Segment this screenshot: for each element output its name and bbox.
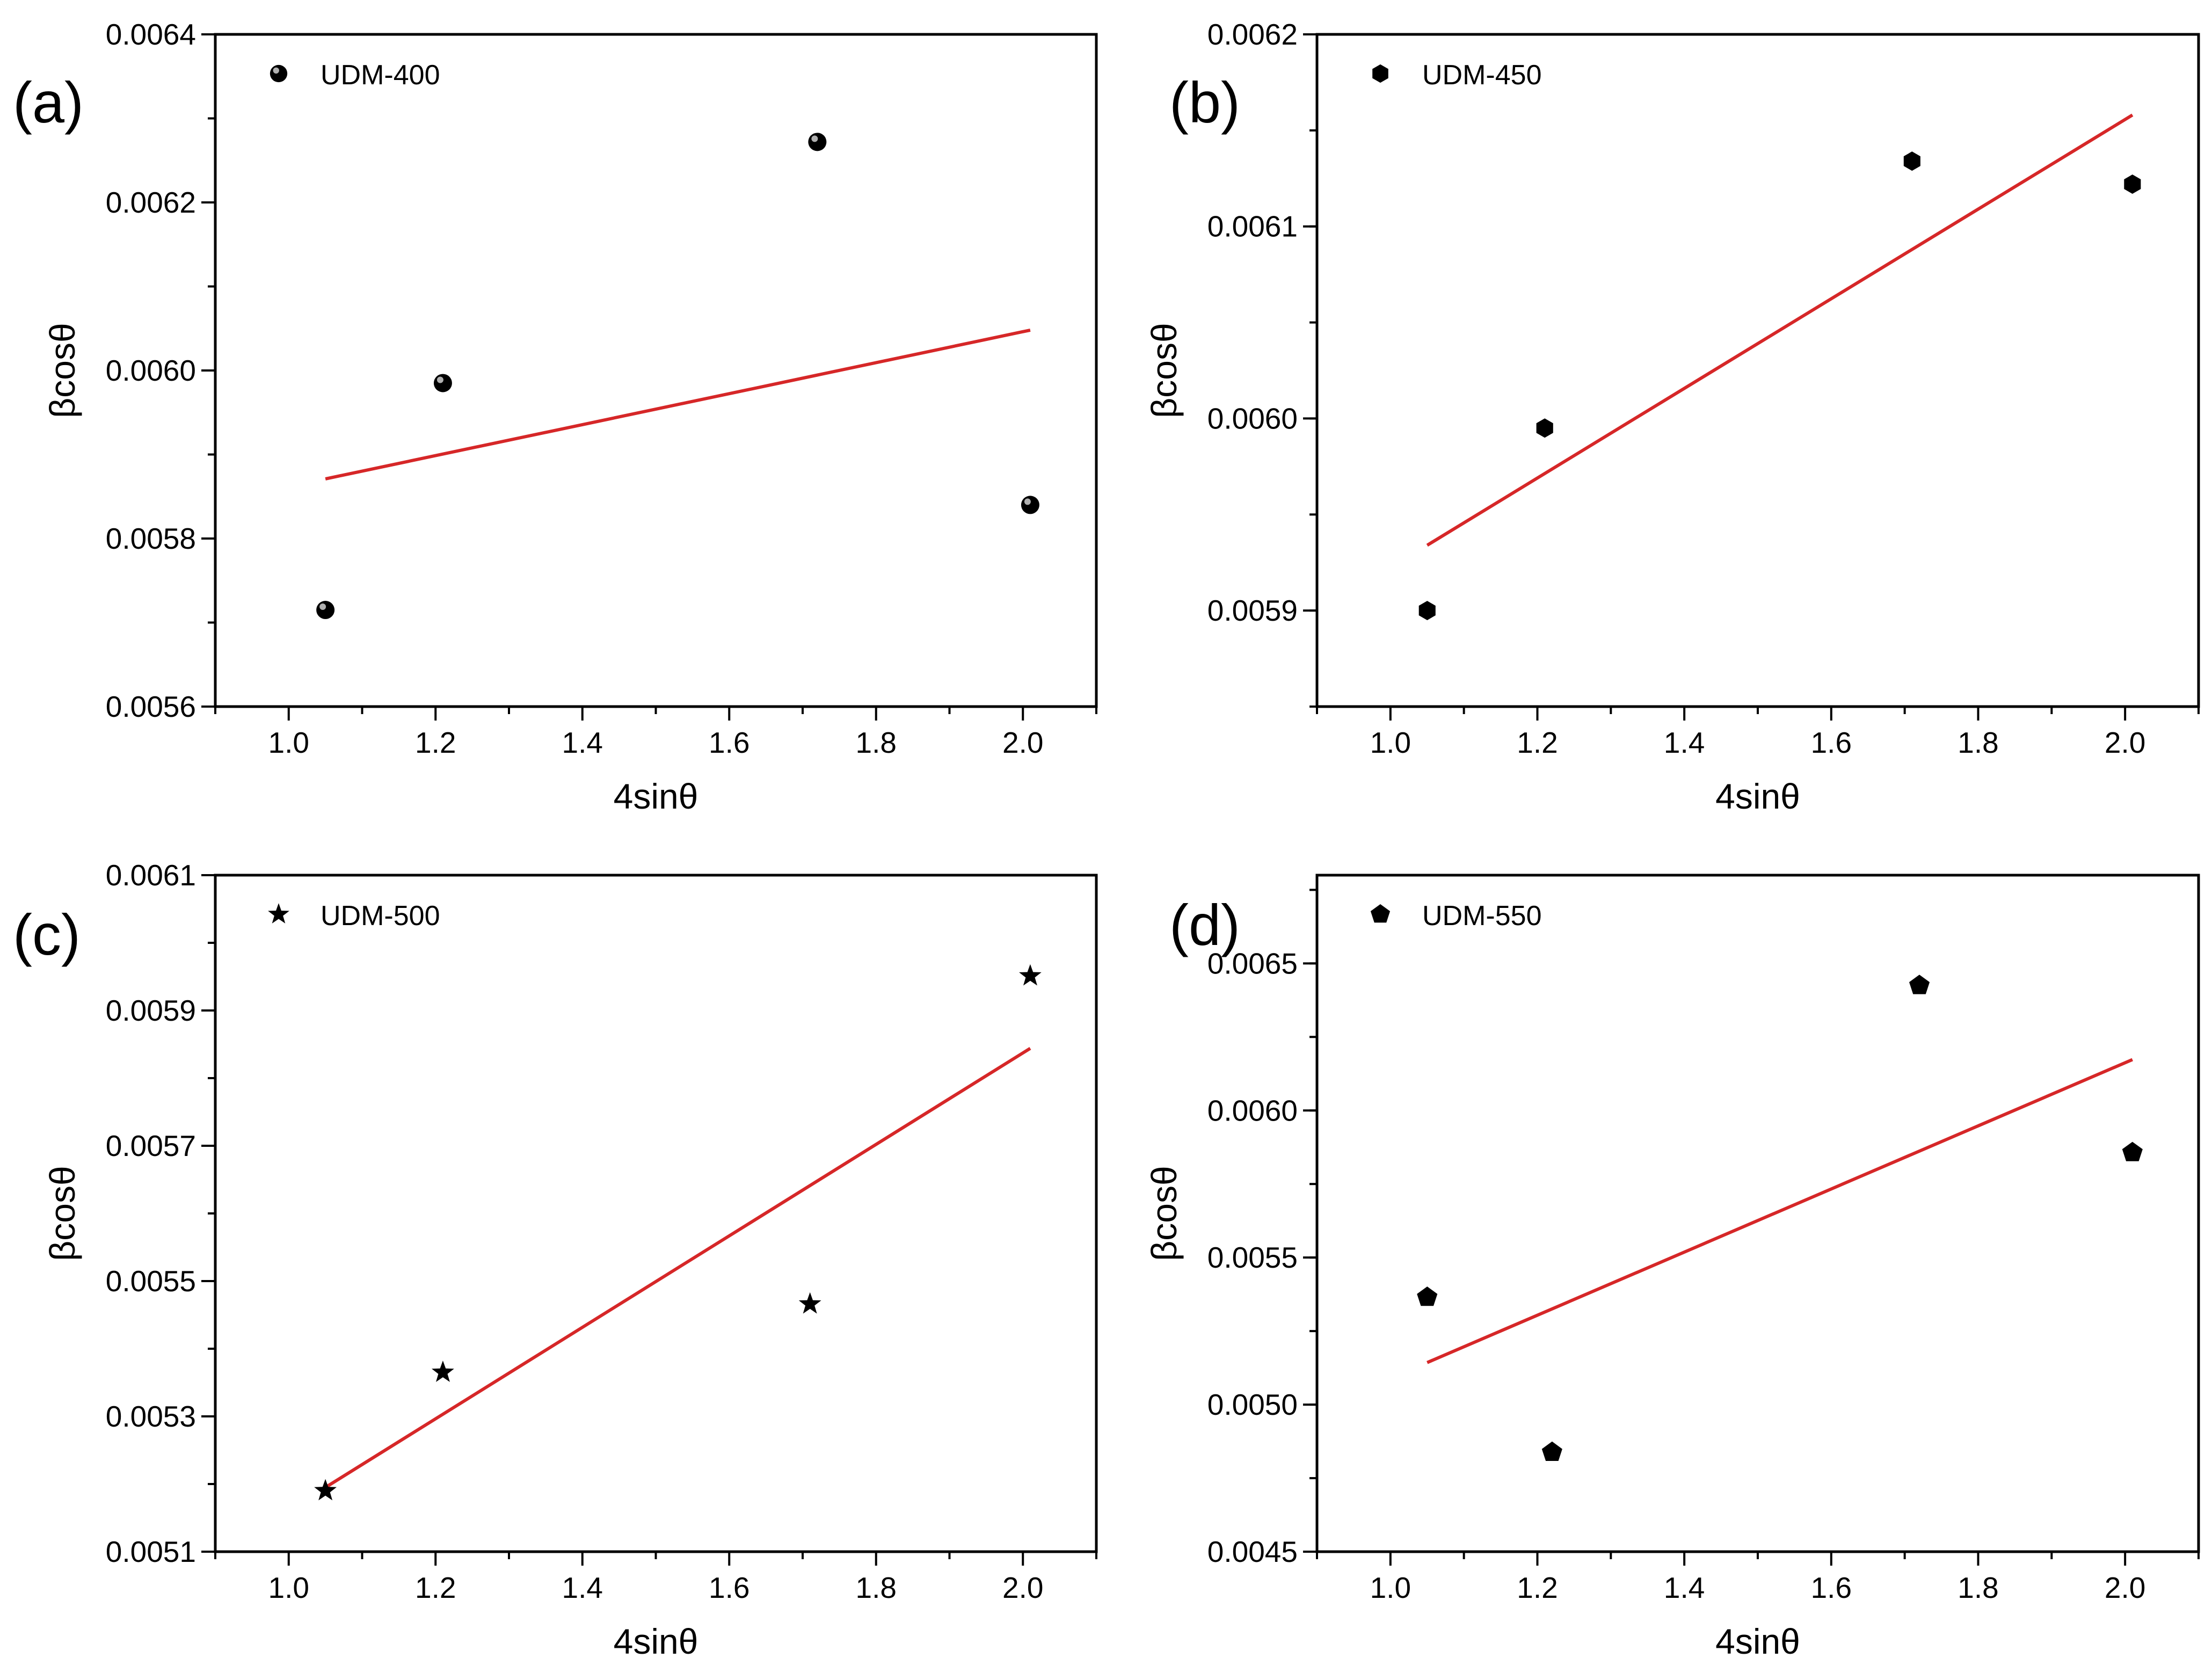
y-tick-label: 0.0055 <box>1207 1241 1298 1274</box>
data-point <box>1019 964 1042 986</box>
y-tick-label: 0.0045 <box>1207 1535 1298 1568</box>
data-point-highlight <box>1024 498 1031 505</box>
x-axis-label: 4sinθ <box>1715 1621 1800 1661</box>
panel-label: (d) <box>1169 892 1240 957</box>
y-tick-label: 0.0055 <box>106 1264 196 1298</box>
x-tick-label: 1.8 <box>856 1571 897 1604</box>
data-point <box>1909 974 1930 994</box>
x-axis-label: 4sinθ <box>614 1621 698 1661</box>
data-point-highlight <box>811 135 818 142</box>
y-tick-label: 0.0061 <box>106 859 196 892</box>
panel-d: (d) 1.0 1.2 1.4 1.6 1.8 2.0 0.0045 0.0050 0.0055 0… <box>1144 874 2200 1661</box>
x-tick-label: 1.2 <box>415 1571 456 1604</box>
legend-marker <box>1370 904 1391 923</box>
y-tick-label: 0.0056 <box>106 690 196 723</box>
y-tick-label: 0.0053 <box>106 1400 196 1433</box>
x-tick-label: 1.6 <box>709 726 749 759</box>
y-tick-label: 0.0062 <box>106 186 196 219</box>
legend-label: UDM-400 <box>321 60 440 91</box>
y-tick-label: 0.0062 <box>1207 18 1298 51</box>
linear-fit-line <box>1427 1058 2134 1364</box>
x-tick-label: 2.0 <box>1002 726 1043 759</box>
y-tick-label: 0.0065 <box>1207 947 1298 980</box>
x-axis-label: 4sinθ <box>1715 776 1800 816</box>
x-tick-label: 1.2 <box>1517 1571 1558 1604</box>
x-tick-label: 2.0 <box>1002 1571 1043 1604</box>
x-tick-label: 1.2 <box>1517 726 1558 759</box>
data-point <box>1903 151 1920 171</box>
y-tick-label: 0.0051 <box>106 1535 196 1568</box>
linear-fit-line <box>325 328 1031 481</box>
x-tick-label: 1.0 <box>268 726 309 759</box>
y-tick-label: 0.0060 <box>1207 402 1298 435</box>
y-axis-label: βcosθ <box>1144 1166 1184 1261</box>
data-point <box>808 133 827 151</box>
legend-label: UDM-500 <box>321 900 440 932</box>
panel-b: (b) 1.0 1.2 1.4 1.6 1.8 2.0 0.0059 0.0060 0.0061 0… <box>1144 18 2200 816</box>
y-tick-label: 0.0060 <box>1207 1094 1298 1127</box>
data-point <box>1418 601 1436 621</box>
x-tick-label: 1.0 <box>1370 726 1411 759</box>
x-tick-label: 1.0 <box>268 1571 309 1604</box>
data-point <box>316 601 335 620</box>
y-axis-label: βcosθ <box>1144 323 1184 418</box>
linear-fit-line <box>1426 113 2134 547</box>
data-point <box>314 1479 337 1501</box>
x-tick-label: 1.6 <box>709 1571 749 1604</box>
panel-label: (b) <box>1169 70 1240 135</box>
data-point <box>433 374 452 392</box>
panel-a: (a) 1.0 1.2 1.4 1.6 1.8 2.0 0.0056 0.0058 0.0060 0… <box>13 18 1098 816</box>
data-point <box>1417 1286 1438 1306</box>
data-point <box>798 1292 821 1314</box>
plot-frame <box>214 33 1098 708</box>
y-tick-label: 0.0061 <box>1207 210 1298 243</box>
plot-frame <box>1315 874 2200 1553</box>
data-point <box>2122 1141 2143 1161</box>
y-axis-label: βcosθ <box>42 1166 82 1261</box>
legend-label: UDM-550 <box>1422 900 1542 932</box>
data-point <box>1021 496 1039 514</box>
x-tick-label: 1.4 <box>1664 726 1705 759</box>
y-tick-label: 0.0064 <box>106 18 196 51</box>
y-tick-label: 0.0060 <box>106 354 196 387</box>
x-tick-label: 1.4 <box>562 726 603 759</box>
x-tick-label: 1.6 <box>1811 1571 1852 1604</box>
x-tick-label: 1.8 <box>856 726 897 759</box>
y-tick-label: 0.0050 <box>1207 1388 1298 1421</box>
plot-frame <box>214 874 1098 1553</box>
x-tick-label: 1.2 <box>415 726 456 759</box>
data-point <box>2124 174 2141 194</box>
legend-label: UDM-450 <box>1422 60 1542 91</box>
x-tick-label: 1.6 <box>1811 726 1852 759</box>
data-point <box>1541 1441 1562 1461</box>
x-tick-label: 2.0 <box>2105 1571 2145 1604</box>
linear-fit-line <box>324 1047 1031 1489</box>
plot-frame <box>1315 33 2200 708</box>
legend-marker <box>1372 64 1388 83</box>
y-tick-label: 0.0059 <box>1207 594 1298 627</box>
panel-label: (a) <box>13 70 84 135</box>
x-axis-label: 4sinθ <box>614 776 698 816</box>
y-tick-label: 0.0058 <box>106 522 196 555</box>
legend-marker <box>268 903 289 923</box>
legend-marker-highlight <box>273 67 279 74</box>
data-point-highlight <box>436 376 443 383</box>
x-tick-label: 1.4 <box>562 1571 603 1604</box>
y-axis-label: βcosθ <box>42 323 82 418</box>
data-point <box>432 1361 454 1382</box>
x-tick-label: 1.4 <box>1664 1571 1705 1604</box>
y-tick-label: 0.0057 <box>106 1129 196 1162</box>
panel-label: (c) <box>13 902 81 967</box>
x-tick-label: 1.8 <box>1957 1571 1998 1604</box>
data-point <box>1536 418 1553 438</box>
data-point-highlight <box>319 603 326 610</box>
panel-c: (c) 1.0 1.2 1.4 1.6 1.8 2.0 0.0051 0.0053 0.0055 0… <box>13 859 1098 1661</box>
legend-marker <box>270 64 288 83</box>
y-tick-label: 0.0059 <box>106 994 196 1027</box>
x-tick-label: 1.0 <box>1370 1571 1411 1604</box>
x-tick-label: 1.8 <box>1957 726 1998 759</box>
x-tick-label: 2.0 <box>2105 726 2145 759</box>
